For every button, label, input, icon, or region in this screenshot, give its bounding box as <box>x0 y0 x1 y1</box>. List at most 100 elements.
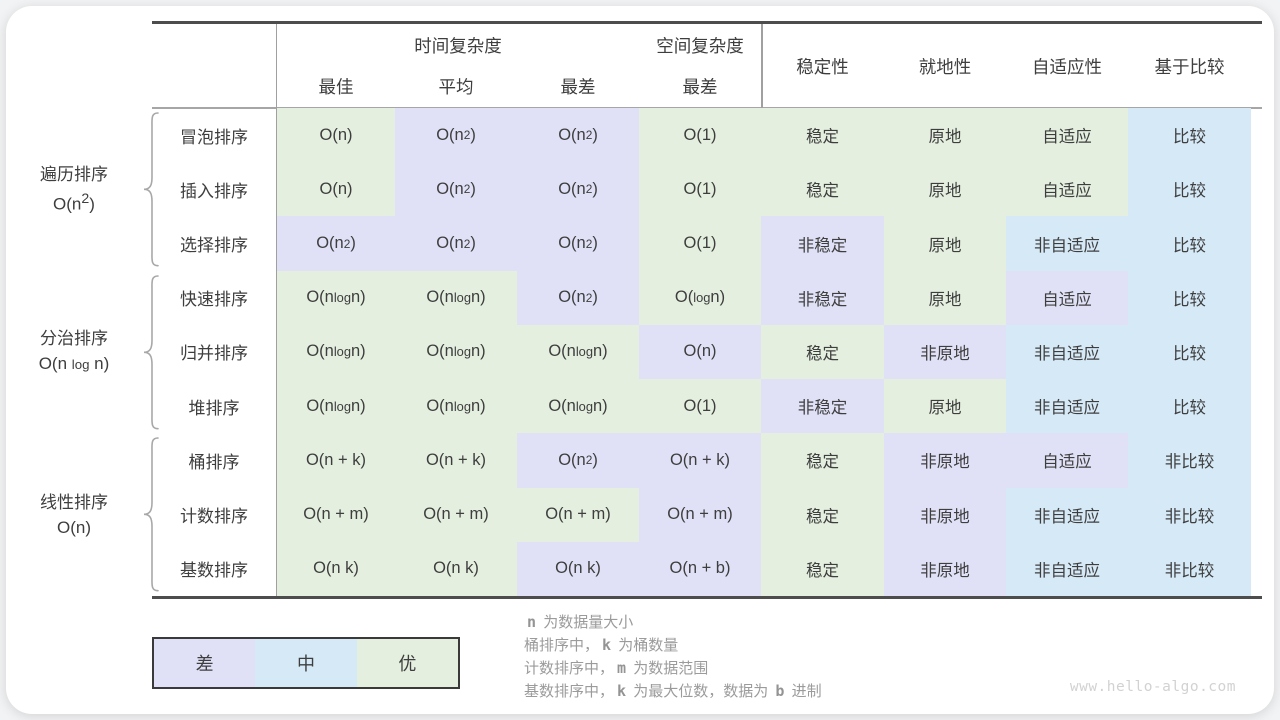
table-cell: O(n + m) <box>639 487 761 542</box>
table-cell: O(n + k) <box>395 433 517 488</box>
table-cell: O(n) <box>277 108 395 163</box>
table-cell: O(n 2) <box>517 433 639 488</box>
table-cell: O(n k) <box>277 541 395 596</box>
group-label-1: 分治排序 O(n log n) <box>38 329 110 374</box>
table-cell: O(n + m) <box>517 487 639 542</box>
algorithm-name: 桶排序 <box>188 452 240 472</box>
table-cell: 自适应 <box>1006 433 1128 488</box>
table-cell: 原地 <box>884 162 1006 217</box>
table-cell: O(n log n) <box>517 379 639 434</box>
watermark-link: www.hello-algo.com <box>1069 679 1236 695</box>
table-cell: 原地 <box>884 379 1006 434</box>
table-cell: 原地 <box>884 270 1006 325</box>
table-cell: 比较 <box>1128 324 1251 380</box>
names-column-divider <box>275 24 277 596</box>
table-cell: O(n log n) <box>395 270 517 325</box>
table-cell: 非比较 <box>1128 433 1251 488</box>
brace-icon <box>143 274 159 430</box>
header-time-complexity: 时间复杂度 <box>414 35 502 56</box>
table-cell: O(n log n) <box>277 270 395 325</box>
table-cell: O(n k) <box>517 541 639 596</box>
table-cell: O(n + k) <box>277 433 395 488</box>
table-cell: 稳定 <box>761 433 884 488</box>
header-divider-rule <box>152 107 1262 109</box>
table-cell: O(n log n) <box>395 379 517 434</box>
table-cell: 非自适应 <box>1006 324 1128 380</box>
algorithm-name: 堆排序 <box>188 398 240 418</box>
table-cell: O(n 2) <box>517 108 639 163</box>
table-cell: O(n log n) <box>395 324 517 380</box>
brace-icon <box>143 437 159 592</box>
algorithm-name: 计数排序 <box>180 507 248 527</box>
header-adaptive: 自适应性 <box>1032 56 1102 77</box>
brace-icon <box>143 112 159 267</box>
table-cell: O(n 2) <box>277 216 395 271</box>
table-cell: 稳定 <box>761 108 884 163</box>
header-worst: 最差 <box>560 76 596 97</box>
header-best: 最佳 <box>318 76 354 97</box>
footnote-line: 基数排序中， k 为最大位数，数据为 b 进制 <box>524 682 822 700</box>
table-cell: O(n 2) <box>395 162 517 217</box>
group-label-2: 线性排序 O(n) <box>40 492 108 537</box>
table-cell: 非自适应 <box>1006 379 1128 434</box>
table-cell: O(n + m) <box>395 487 517 542</box>
algorithm-name: 基数排序 <box>180 561 248 581</box>
table-cell: O(n 2) <box>517 270 639 325</box>
table-cell: O(n + k) <box>639 433 761 488</box>
table-cell: 非比较 <box>1128 487 1251 542</box>
table-cell: 稳定 <box>761 487 884 542</box>
header-in-place: 就地性 <box>918 56 972 77</box>
table-cell: 非稳定 <box>761 379 884 434</box>
table-cell: 稳定 <box>761 162 884 217</box>
legend-good: 优 <box>356 639 458 687</box>
table-cell: 比较 <box>1128 270 1251 325</box>
table-cell: O(n log n) <box>277 379 395 434</box>
footnotes: n 为数据量大小 桶排序中， k 为桶数量 计数排序中， m 为数据范围 基数排序中， k … <box>524 611 822 703</box>
footnote-line: n 为数据量大小 <box>527 613 634 631</box>
row-group-labels: 遍历排序 O(n2) 分治排序 O(n log n) 线性排序 O(n) <box>8 108 140 596</box>
table-cell: O(1) <box>639 216 761 271</box>
table-cell: 原地 <box>884 108 1006 163</box>
table-cell: O(n 2) <box>517 216 639 271</box>
table-cell: O(n 2) <box>517 162 639 217</box>
table-cell: 自适应 <box>1006 108 1128 163</box>
table-cell: O(1) <box>639 162 761 217</box>
table-cell: O(1) <box>639 379 761 434</box>
table-cell: 比较 <box>1128 216 1251 271</box>
table-cell: O(n k) <box>395 541 517 596</box>
table-cell: O(n + b) <box>639 541 761 596</box>
header-average: 平均 <box>438 76 474 97</box>
table-cell: 非自适应 <box>1006 541 1128 596</box>
table-cell: O(n + m) <box>277 487 395 542</box>
table-cell: 非原地 <box>884 487 1006 542</box>
algorithm-name: 插入排序 <box>180 181 248 201</box>
legend-bad: 差 <box>154 639 256 687</box>
table-cell: 稳定 <box>761 324 884 380</box>
table-cell: O(n log n) <box>517 324 639 380</box>
algorithm-name: 归并排序 <box>180 344 248 364</box>
table-cell: 比较 <box>1128 108 1251 163</box>
header-stability: 稳定性 <box>796 56 849 77</box>
header-comparison-based: 基于比较 <box>1154 56 1225 77</box>
table-cell: 原地 <box>884 216 1006 271</box>
table-cell: O(n) <box>639 324 761 380</box>
table-cell: O(1) <box>639 108 761 163</box>
table-cell: 稳定 <box>761 541 884 596</box>
footnote-line: 计数排序中， m 为数据范围 <box>524 659 709 677</box>
table-cell: O(n) <box>277 162 395 217</box>
header-space-worst: 最差 <box>682 76 718 97</box>
group-braces <box>141 108 163 596</box>
table-cell: 自适应 <box>1006 270 1128 325</box>
table-cell: 非稳定 <box>761 270 884 325</box>
algorithm-name: 冒泡排序 <box>180 127 248 147</box>
table-cell: 非原地 <box>884 433 1006 488</box>
table-cell: O(n 2) <box>395 108 517 163</box>
table-top-rule <box>152 21 1262 24</box>
table-cell: 非原地 <box>884 324 1006 380</box>
sorting-comparison-table: O(n) O(n 2) O(n 2) O(1) 稳定 原地 自适应 比较 O(n) O(n 2) O(n 2… <box>277 108 1251 596</box>
table-bottom-rule <box>152 596 1262 599</box>
table-cell: 非稳定 <box>761 216 884 271</box>
table-cell: 比较 <box>1128 162 1251 217</box>
group-label-0: 遍历排序 O(n2) <box>40 165 108 214</box>
